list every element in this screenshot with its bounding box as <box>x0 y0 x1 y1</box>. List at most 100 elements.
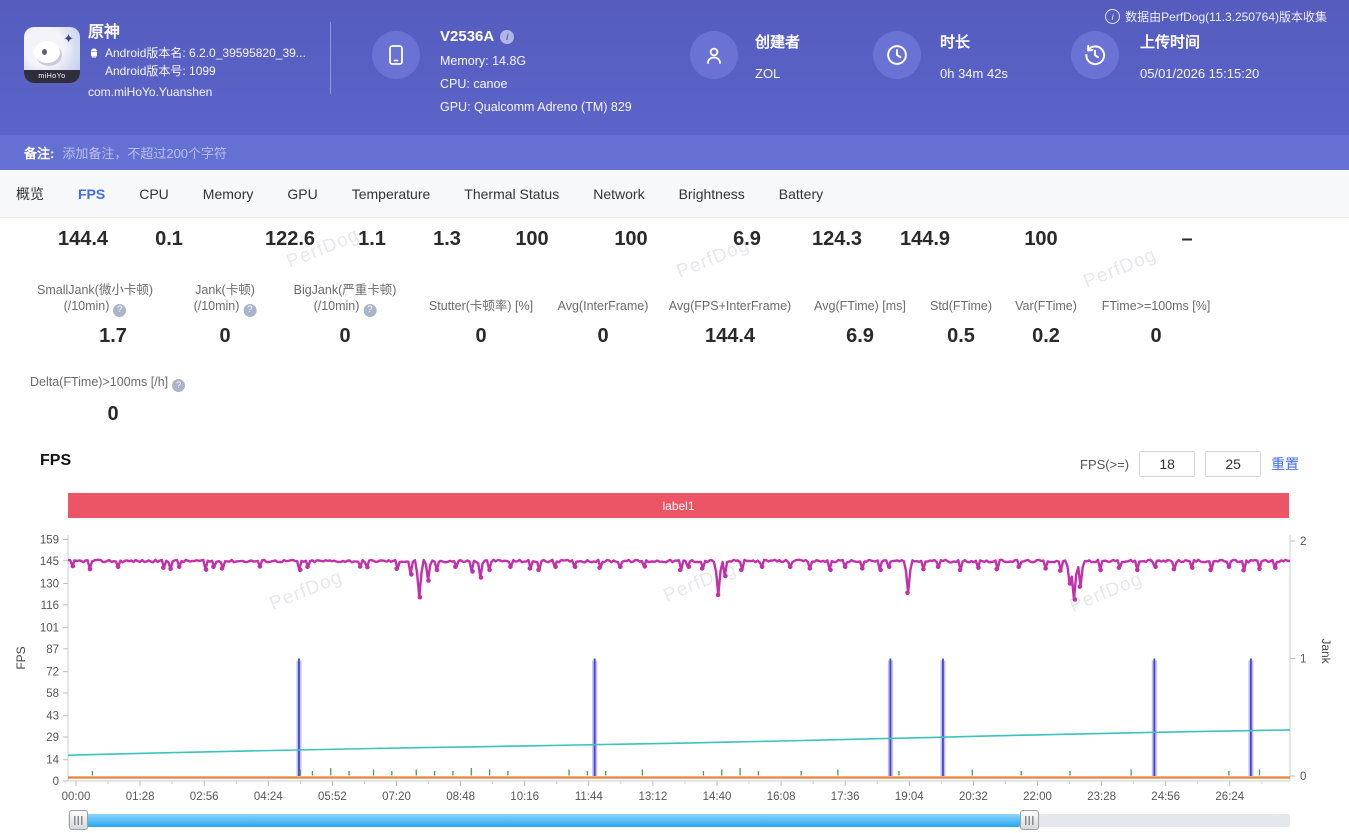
app-icon-brand: miHoYo <box>24 70 80 83</box>
device-cpu: CPU: canoe <box>440 77 508 91</box>
svg-text:2: 2 <box>1300 536 1306 548</box>
help-icon[interactable]: ? <box>113 303 127 317</box>
tab-network[interactable]: Network <box>593 185 645 202</box>
creator-label: 创建者 <box>755 34 801 51</box>
tab-temperature[interactable]: Temperature <box>351 185 431 202</box>
tab-cpu[interactable]: CPU <box>139 185 169 202</box>
phone-icon <box>389 45 403 65</box>
svg-text:43: 43 <box>46 711 59 723</box>
upload-icon-circle <box>1071 31 1119 79</box>
tab-brightness[interactable]: Brightness <box>678 185 745 202</box>
label-region-bar: label1 <box>68 493 1289 518</box>
device-name: V2536A <box>440 28 495 45</box>
grip-icon <box>74 815 83 825</box>
svg-text:0: 0 <box>53 776 59 788</box>
creator-icon-circle <box>690 31 738 79</box>
stat-value: 0.1 <box>155 228 183 250</box>
app-version-code: Android版本号: 1099 <box>105 64 216 78</box>
help-icon[interactable]: ? <box>363 303 377 317</box>
fps-jank-chart[interactable]: 0 14 29 43 58 72 87 101 116 130 145 159 0 1 2 00:00 01:2… <box>0 523 1349 815</box>
note-bar[interactable]: 备注: 添加备注，不超过200个字符 <box>0 135 1349 170</box>
svg-text:72: 72 <box>46 667 59 679</box>
info-icon: i <box>1105 9 1121 24</box>
svg-text:1: 1 <box>1300 654 1306 666</box>
fps-filter-label: FPS(>=) <box>1080 456 1130 472</box>
collect-info-text: 数据由PerfDog(11.3.250764)版本收集 <box>1125 10 1327 24</box>
app-version-name: Android版本名: 6.2.0_39595820_39... <box>105 46 306 60</box>
collect-info: i 数据由PerfDog(11.3.250764)版本收集 <box>1105 8 1327 25</box>
stat-label: Jank(卡顿) (/10min)? <box>193 283 257 317</box>
stat-value: 0 <box>1150 325 1162 347</box>
person-icon <box>707 47 721 64</box>
stat-value: 144.9 <box>899 228 951 250</box>
stat-value: 6.9 <box>733 228 761 250</box>
fps-section-title: FPS <box>40 452 72 469</box>
tab-bar: 概览 FPS CPU Memory GPU Temperature Thermal Stat… <box>0 170 1349 218</box>
stat-value: 0 <box>475 325 487 347</box>
range-handle-left[interactable] <box>69 810 88 830</box>
svg-text:05:52: 05:52 <box>318 791 347 803</box>
tab-battery[interactable]: Battery <box>778 185 824 202</box>
svg-text:22:00: 22:00 <box>1023 791 1052 803</box>
tab-gpu[interactable]: GPU <box>287 185 318 202</box>
history-icon <box>1085 44 1106 66</box>
tab-thermal-status[interactable]: Thermal Status <box>464 185 560 202</box>
device-memory: Memory: 14.8G <box>440 54 527 68</box>
tab-memory[interactable]: Memory <box>202 185 254 202</box>
reset-button[interactable]: 重置 <box>1271 456 1300 472</box>
svg-text:145: 145 <box>40 556 59 568</box>
stat-label-delta-ftime: Delta(FTime)>100ms [/h]? <box>30 375 186 392</box>
note-label: 备注: <box>24 146 55 161</box>
stat-value: 0.2 <box>1032 325 1060 347</box>
fps-threshold-input-low[interactable] <box>1139 451 1196 477</box>
stat-label: Avg(InterFrame) <box>557 299 649 313</box>
svg-text:10:16: 10:16 <box>510 791 539 803</box>
device-icon-circle <box>372 31 420 79</box>
svg-text:14:40: 14:40 <box>703 791 732 803</box>
svg-text:19:04: 19:04 <box>895 791 924 803</box>
svg-text:159: 159 <box>40 535 59 547</box>
clock-icon <box>887 45 907 65</box>
upload-value: 05/01/2026 15:15:20 <box>1140 66 1260 81</box>
svg-text:24:56: 24:56 <box>1151 791 1180 803</box>
stat-label: BigJank(严重卡顿) (/10min)? <box>293 283 397 317</box>
svg-text:87: 87 <box>46 644 59 656</box>
stat-label: FTime>=100ms [%] <box>1101 299 1211 313</box>
upload-block: 上传时间 05/01/2026 15:15:20 <box>1140 33 1259 83</box>
device-info-icon[interactable]: i <box>500 29 515 44</box>
stat-value: 122.6 <box>264 228 316 250</box>
stat-label: Avg(FPS+InterFrame) <box>668 299 792 313</box>
duration-label: 时长 <box>940 34 971 51</box>
range-handle-right[interactable] <box>1020 810 1039 830</box>
creator-block: 创建者 ZOL <box>755 33 800 83</box>
note-input-placeholder[interactable]: 添加备注，不超过200个字符 <box>62 146 228 161</box>
tab-fps[interactable]: FPS <box>78 185 106 202</box>
svg-text:04:24: 04:24 <box>254 791 283 803</box>
stat-value: 124.3 <box>811 228 863 250</box>
stat-value: 0.5 <box>947 325 975 347</box>
help-icon[interactable]: ? <box>243 303 257 317</box>
star-icon: ✦ <box>63 31 74 46</box>
stat-value: 0 <box>597 325 609 347</box>
svg-text:07:20: 07:20 <box>382 791 411 803</box>
svg-text:11:44: 11:44 <box>575 791 604 803</box>
chart-range-selection[interactable] <box>70 814 1020 827</box>
stats-panel: Delta(FTime)>100ms [/h]? 0 144.4 0.1 122.6… <box>0 218 1349 445</box>
tab-overview[interactable]: 概览 <box>16 185 44 202</box>
svg-text:101: 101 <box>40 623 59 635</box>
svg-text:14: 14 <box>46 755 59 767</box>
stat-value: 144.4 <box>704 325 756 347</box>
stat-value: – <box>1181 228 1193 250</box>
duration-block: 时长 0h 34m 42s <box>940 33 1008 83</box>
app-package: com.miHoYo.Yuanshen <box>88 85 213 99</box>
stat-value: 100 <box>1024 228 1058 250</box>
help-icon[interactable]: ? <box>172 379 186 392</box>
device-gpu: GPU: Qualcomm Adreno (TM) 829 <box>440 100 632 114</box>
fps-threshold-input-high[interactable] <box>1205 451 1262 477</box>
stat-value: 0 <box>339 325 351 347</box>
stat-value: 1.7 <box>99 325 127 347</box>
svg-text:29: 29 <box>46 732 59 744</box>
creator-value: ZOL <box>755 66 781 81</box>
upload-label: 上传时间 <box>1140 34 1201 51</box>
